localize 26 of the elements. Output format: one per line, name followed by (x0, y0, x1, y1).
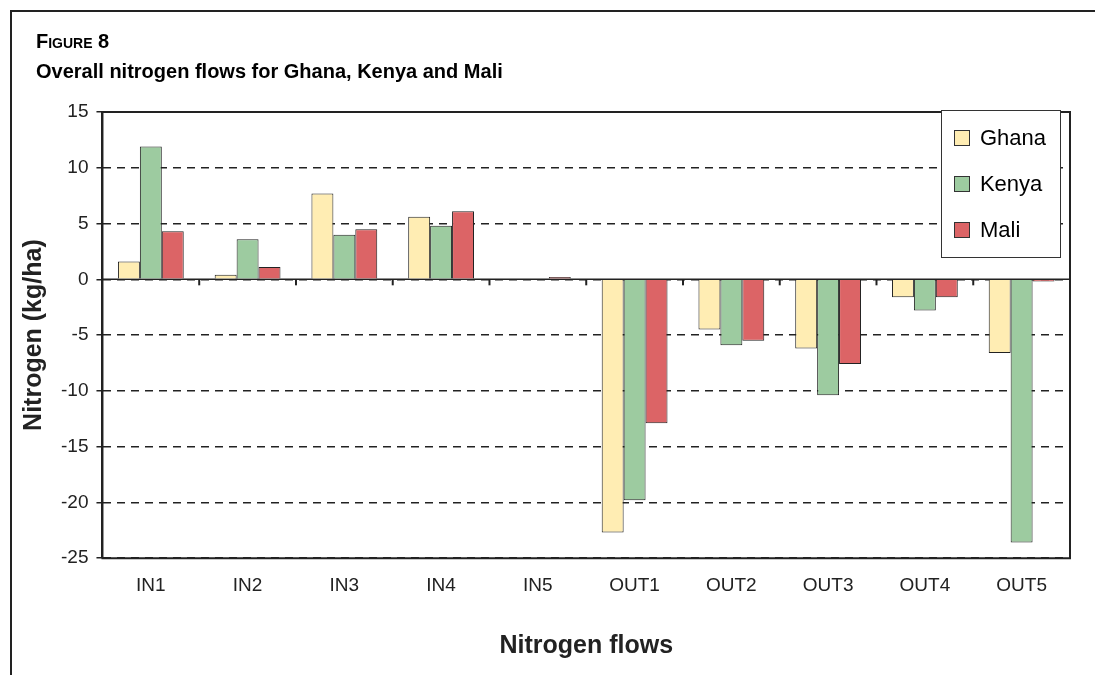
y-tick-label: -25 (60, 546, 89, 568)
x-axis-title: Nitrogen flows (499, 629, 674, 658)
x-tick-label: OUT1 (609, 573, 660, 595)
x-tick-label: IN5 (523, 573, 553, 595)
y-tick-label: 5 (77, 211, 89, 233)
y-tick-label: -20 (60, 490, 89, 512)
x-tick-label: IN2 (232, 573, 263, 595)
x-tick-label: IN3 (329, 573, 360, 595)
y-axis-title: Nitrogen (kg/ha) (17, 239, 46, 431)
x-tick-label: OUT4 (899, 573, 951, 595)
y-tick-label: 0 (77, 267, 89, 289)
y-tick-label: 15 (67, 100, 89, 122)
y-tick-label: -15 (60, 434, 89, 456)
chart-title: Figure 8 (36, 30, 110, 53)
x-tick-label: OUT5 (996, 573, 1047, 595)
legend-label: Kenya (979, 171, 1043, 197)
x-tick-label: OUT2 (706, 573, 757, 595)
y-tick-label: -10 (60, 379, 89, 401)
x-tick-label: OUT3 (802, 573, 854, 595)
x-tick-label: IN1 (136, 573, 166, 595)
y-tick-label: -5 (71, 323, 89, 345)
x-tick-label: IN4 (426, 573, 457, 595)
y-tick-label: 10 (67, 156, 89, 178)
legend-label: Mali (979, 217, 1021, 243)
legend-label: Ghana (979, 125, 1046, 151)
chart-subtitle: Overall nitrogen flows for Ghana, Kenya and Mali (36, 60, 503, 83)
